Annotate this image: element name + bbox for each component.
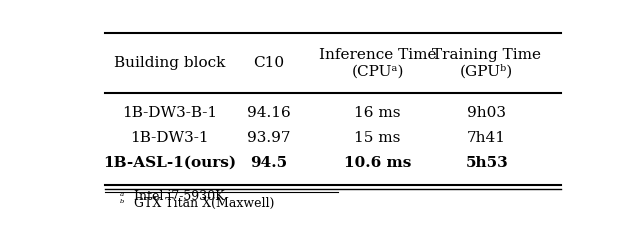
Text: 94.16: 94.16 <box>246 106 291 120</box>
Text: ᵃ: ᵃ <box>120 192 124 202</box>
Text: 1B-ASL-1(ours): 1B-ASL-1(ours) <box>102 156 236 170</box>
Text: 16 ms: 16 ms <box>355 106 401 120</box>
Text: Training Time
(GPUᵇ): Training Time (GPUᵇ) <box>432 48 541 79</box>
Text: C10: C10 <box>253 56 284 70</box>
Text: 15 ms: 15 ms <box>355 131 401 145</box>
Text: 1B-DW3-1: 1B-DW3-1 <box>130 131 209 145</box>
Text: Intel i7-5930K: Intel i7-5930K <box>134 190 224 203</box>
Text: Building block: Building block <box>113 56 225 70</box>
Text: 9h03: 9h03 <box>467 106 506 120</box>
Text: GTX Titan X(Maxwell): GTX Titan X(Maxwell) <box>134 197 274 210</box>
Text: 5h53: 5h53 <box>465 156 508 170</box>
Text: 93.97: 93.97 <box>247 131 290 145</box>
Text: 1B-DW3-B-1: 1B-DW3-B-1 <box>122 106 217 120</box>
Text: Inference Time
(CPUᵃ): Inference Time (CPUᵃ) <box>319 48 436 78</box>
Text: 10.6 ms: 10.6 ms <box>344 156 412 170</box>
Text: 94.5: 94.5 <box>250 156 287 170</box>
Text: ᵇ: ᵇ <box>120 199 124 209</box>
Text: 7h41: 7h41 <box>467 131 506 145</box>
